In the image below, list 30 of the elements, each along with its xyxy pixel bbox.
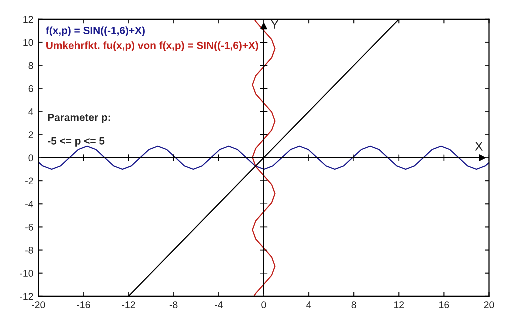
x-tick-label: 20 <box>484 302 494 308</box>
annotation: Parameter p: <box>48 114 110 124</box>
x-tick-label: 8 <box>352 302 356 308</box>
y-tick-label: -2 <box>26 178 34 185</box>
y-tick-label: 6 <box>28 85 34 92</box>
y-tick-label: -8 <box>26 247 34 254</box>
x-tick-label: -4 <box>214 302 223 308</box>
x-axis-title: X <box>475 142 484 151</box>
y-tick-label: 10 <box>24 39 34 46</box>
y-tick-label: -10 <box>20 270 34 277</box>
y-tick-label: 8 <box>28 62 34 70</box>
y-tick-label: -4 <box>26 200 34 208</box>
x-tick-label: -12 <box>122 302 136 308</box>
series-label: Umkehrfkt. fu(x,p) von f(x,p) = SIN((-1,6)+X) <box>46 42 258 52</box>
x-tick-label: -16 <box>77 302 90 308</box>
x-tick-label: -20 <box>32 302 46 308</box>
y-tick-label: 12 <box>24 16 34 23</box>
annotation: -5 <= p <= 5 <box>48 138 105 147</box>
x-tick-label: 16 <box>440 302 450 308</box>
y-tick-label: 4 <box>28 108 34 116</box>
x-tick-label: -8 <box>170 302 178 308</box>
text: f(x,p) = SIN((-1,6)+X) <box>46 26 145 36</box>
x-tick-label: 0 <box>262 302 266 308</box>
y-tick-label: -12 <box>20 293 34 300</box>
y-tick-label: 0 <box>28 154 34 162</box>
y-tick-label: -6 <box>26 224 34 231</box>
x-tick-label: 12 <box>394 302 404 308</box>
y-tick-label: 2 <box>28 132 34 138</box>
y-axis-title: Y <box>270 20 279 29</box>
x-tick-label: 4 <box>306 302 312 308</box>
